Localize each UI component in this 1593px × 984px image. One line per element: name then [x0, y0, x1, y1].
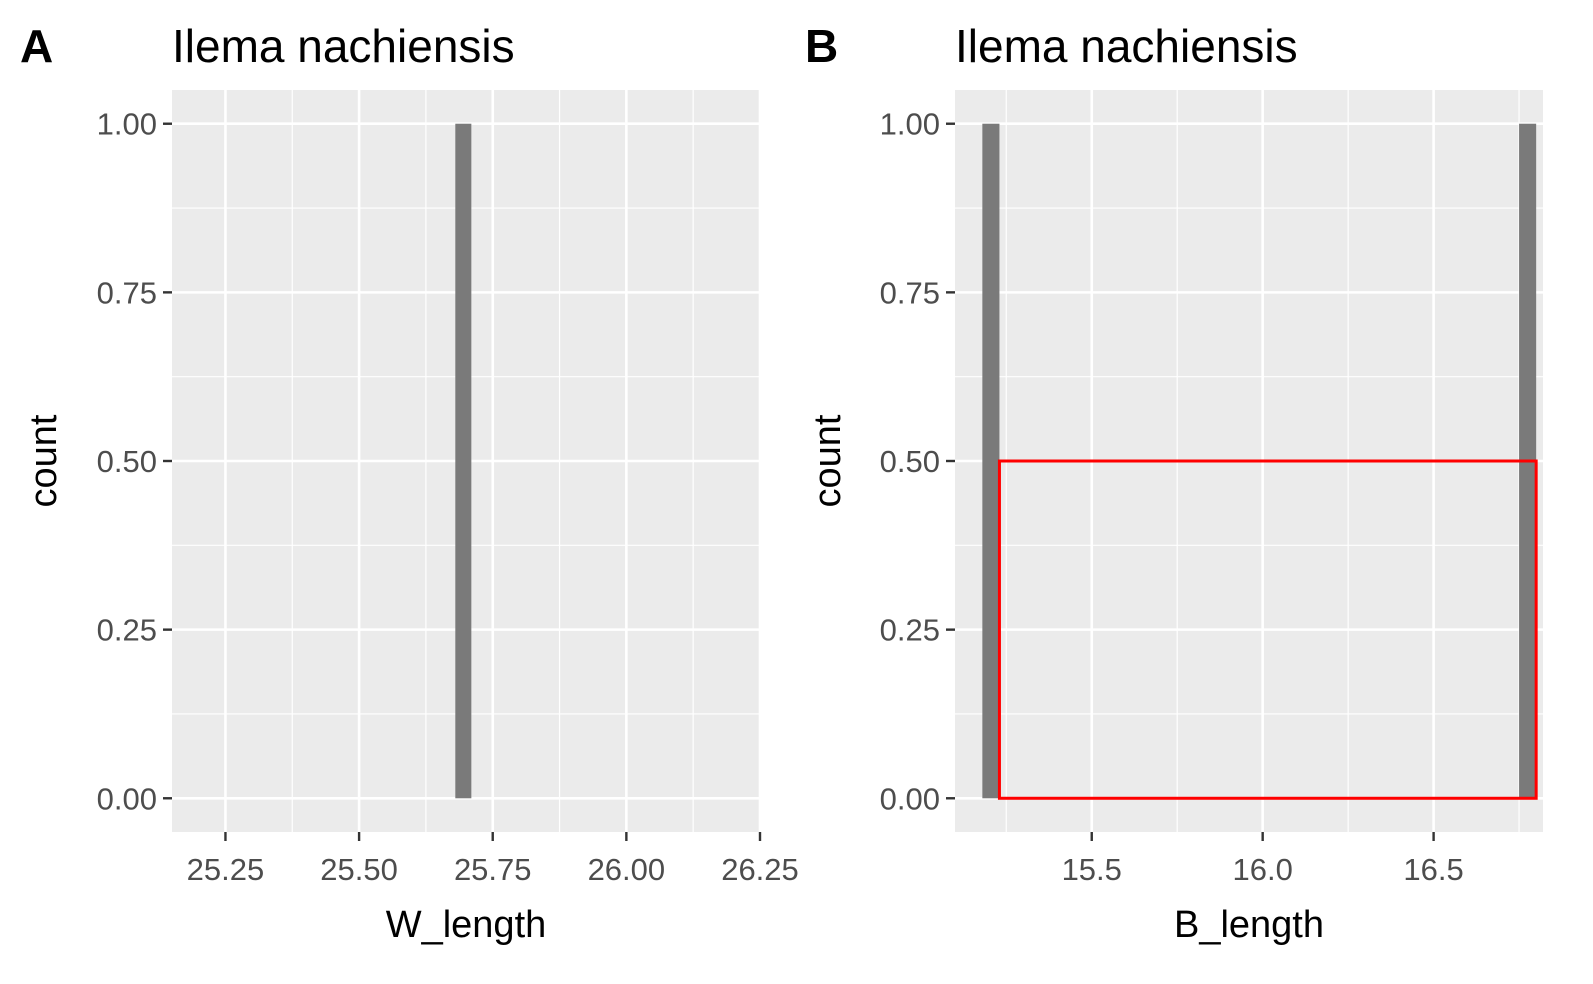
chart-title: Ilema nachiensis [172, 20, 515, 72]
x-tick-label: 16.0 [1233, 852, 1293, 887]
x-axis-title: B_length [1174, 904, 1324, 946]
histogram-bar [455, 123, 472, 799]
y-tick-label: 0.50 [880, 444, 940, 479]
histogram-bars [455, 123, 472, 799]
y-tick-label: 0.25 [97, 613, 157, 648]
x-tick-label: 26.25 [721, 852, 799, 887]
y-tick-label: 0.00 [880, 781, 940, 816]
y-tick-label: 0.75 [880, 275, 940, 310]
y-axis-title: count [807, 414, 849, 507]
y-axis-title: count [23, 414, 65, 507]
y-tick-label: 0.25 [880, 613, 940, 648]
x-axis-ticks: 25.25 25.50 25.75 26.00 26.25 [187, 832, 799, 887]
chart-title: Ilema nachiensis [955, 20, 1298, 72]
x-tick-label: 26.00 [588, 852, 666, 887]
x-tick-label: 25.75 [454, 852, 532, 887]
y-tick-label: 1.00 [97, 107, 157, 142]
x-tick-label: 15.5 [1062, 852, 1122, 887]
y-tick-label: 0.75 [97, 275, 157, 310]
overlay-outline [997, 459, 1538, 800]
y-axis-ticks: 0.00 0.25 0.50 0.75 1.00 [97, 107, 172, 816]
x-tick-label: 25.50 [320, 852, 398, 887]
panel-a: A Ilema nachiensis 0.000.250.500.751.00 … [20, 20, 799, 946]
y-axis-ticks: 0.00 0.25 0.50 0.75 1.00 [880, 107, 955, 816]
panel-b: B Ilema nachiensis 0.000.250.500.751.00 … [805, 20, 1543, 946]
x-axis-title: W_length [386, 904, 547, 946]
y-tick-label: 1.00 [880, 107, 940, 142]
panel-tag: B [805, 20, 838, 72]
histogram-bar [982, 123, 1000, 799]
x-tick-label: 25.25 [187, 852, 265, 887]
x-axis-ticks: 15.5 16.0 16.5 [1062, 832, 1464, 887]
y-tick-label: 0.00 [97, 781, 157, 816]
x-tick-label: 16.5 [1403, 852, 1463, 887]
overlay-rect [997, 459, 1538, 800]
y-tick-label: 0.50 [97, 444, 157, 479]
panel-tag: A [20, 20, 53, 72]
